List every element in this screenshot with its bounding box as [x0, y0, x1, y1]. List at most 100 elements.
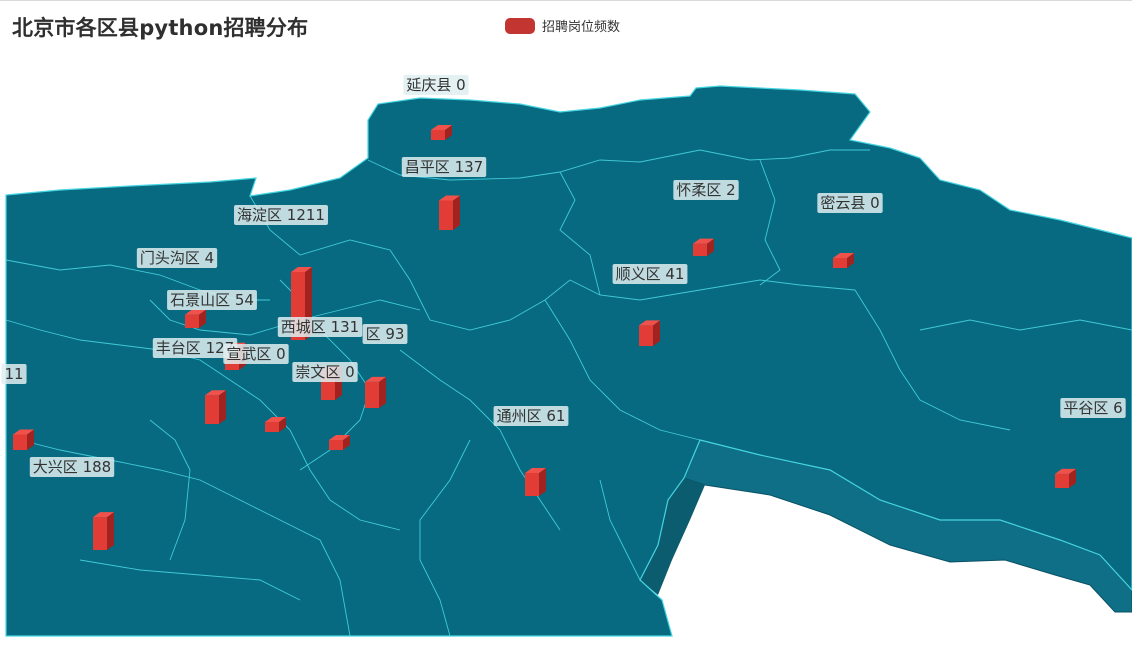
district-label-text: 密云县 0 — [820, 194, 879, 212]
district-label-bg — [612, 264, 688, 284]
bar-延庆县[interactable] — [431, 125, 452, 140]
district-label-bg — [1060, 398, 1126, 418]
bar-top — [693, 238, 714, 244]
bar-密云县[interactable] — [833, 253, 854, 268]
district-label-bg — [1, 364, 27, 384]
district-label-text: 区 93 — [366, 325, 405, 343]
bar-top — [431, 125, 452, 130]
bar-崇文区[interactable] — [329, 435, 350, 450]
district-label-text: 门头沟区 4 — [140, 249, 214, 267]
district-label-bg — [29, 457, 115, 477]
bar-side — [219, 390, 226, 424]
district-label: 区 93 — [362, 324, 408, 344]
bar-front — [439, 200, 453, 230]
bar-top — [525, 467, 546, 473]
district-label-text: 延庆县 0 — [406, 76, 465, 94]
district-label: 顺义区 41 — [612, 264, 688, 284]
district-label-text: 昌平区 137 — [405, 158, 483, 176]
district-label-bg — [493, 406, 569, 426]
district-label: 门头沟区 4 — [136, 248, 218, 268]
district-label-bg — [292, 362, 358, 382]
district-label-text: 海淀区 1211 — [237, 206, 325, 224]
bar-房山区[interactable] — [13, 429, 34, 450]
district-label-text: 怀柔区 2 — [676, 181, 735, 199]
district-label-bg — [401, 157, 487, 177]
district-label: 宣武区 0 — [223, 344, 289, 364]
district-label-bg — [167, 290, 257, 310]
bar-top — [265, 417, 286, 422]
bar-side — [653, 320, 660, 346]
bar-顺义区[interactable] — [639, 320, 660, 346]
bar-东城区[interactable] — [365, 376, 386, 408]
district-label-text: 大兴区 188 — [33, 458, 111, 476]
legend-swatch — [505, 17, 535, 34]
bar-front — [525, 472, 539, 496]
bar-front — [93, 517, 107, 550]
legend-label: 招聘岗位频数 — [542, 20, 621, 35]
bar-side — [107, 512, 114, 550]
bar-side — [707, 238, 714, 256]
bar-top — [185, 309, 206, 315]
district-label: 延庆县 0 — [403, 75, 469, 95]
bar-丰台区[interactable] — [205, 390, 226, 424]
bar-top — [1055, 468, 1076, 474]
bar-front — [265, 422, 279, 432]
district-label: 11 — [1, 364, 27, 384]
bar-front — [833, 258, 847, 268]
bar-side — [379, 376, 386, 408]
bar-side — [539, 467, 546, 496]
district-label-text: 西城区 131 — [281, 318, 359, 336]
district-label-bg — [152, 338, 238, 358]
district-label-bg — [362, 324, 408, 344]
bar-top — [365, 376, 386, 382]
district-label: 崇文区 0 — [292, 362, 358, 382]
bar-front — [13, 434, 27, 450]
district-label: 石景山区 54 — [167, 290, 257, 310]
bar-side — [1069, 468, 1076, 488]
bar-宣武区[interactable] — [265, 417, 286, 432]
bar-top — [291, 267, 312, 272]
district-label: 西城区 131 — [277, 317, 363, 337]
district-label-bg — [817, 193, 883, 213]
bar-昌平区[interactable] — [439, 195, 460, 230]
bar-top — [439, 195, 460, 201]
district-label-bg — [673, 180, 739, 200]
bar-top — [205, 390, 226, 396]
district-label-text: 平谷区 6 — [1063, 399, 1122, 417]
bar-top — [13, 429, 34, 435]
bar-front — [205, 395, 219, 424]
district-label-bg — [403, 75, 469, 95]
bar-front — [693, 243, 707, 256]
district-label: 通州区 61 — [493, 406, 569, 426]
bar-side — [453, 195, 460, 230]
bar-side — [27, 429, 34, 450]
legend[interactable]: 招聘岗位频数 — [505, 16, 620, 35]
district-label: 密云县 0 — [817, 193, 883, 213]
district-label: 昌平区 137 — [401, 157, 487, 177]
district-label-text: 11 — [4, 365, 23, 383]
district-label: 大兴区 188 — [29, 457, 115, 477]
district-label-bg — [223, 344, 289, 364]
bar-front — [365, 381, 379, 408]
bar-top — [639, 320, 660, 326]
bar-front — [639, 325, 653, 346]
bar-top — [329, 435, 350, 440]
district-label-text: 通州区 61 — [497, 407, 566, 425]
bar-front — [329, 440, 343, 450]
bar-大兴区[interactable] — [93, 512, 114, 550]
bar-门头沟区[interactable] — [185, 309, 206, 328]
bar-平谷区[interactable] — [1055, 468, 1076, 488]
district-label: 平谷区 6 — [1060, 398, 1126, 418]
bar-front — [431, 130, 445, 140]
bar-side — [199, 309, 206, 328]
district-label-bg — [234, 205, 328, 225]
bar-front — [185, 314, 199, 328]
district-label-text: 丰台区 127 — [156, 339, 234, 357]
chart-title: 北京市各区县python招聘分布 — [12, 16, 309, 40]
top-divider — [0, 0, 1132, 1]
district-label-text: 石景山区 54 — [170, 291, 254, 309]
bar-通州区[interactable] — [525, 467, 546, 496]
bar-怀柔区[interactable] — [693, 238, 714, 256]
district-label-bg — [277, 317, 363, 337]
